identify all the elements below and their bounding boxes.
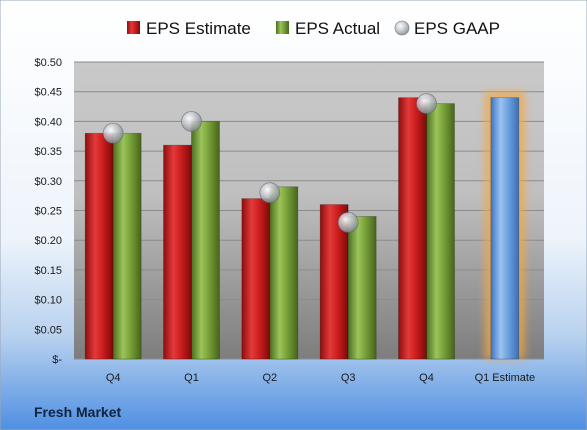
eps-gaap-marker [337,211,359,233]
eps-gaap-marker [259,182,281,204]
eps-estimate-bar [163,144,192,360]
eps-actual-bar [426,103,455,360]
legend-swatch [276,21,289,34]
y-tick-label: $0.15 [34,265,62,277]
eps-forecast-bar [490,97,520,360]
y-tick-label: $0.40 [34,116,62,128]
x-tick-label: Q3 [341,372,356,384]
eps-actual-bar [112,132,142,360]
y-tick-label: $0.50 [34,57,62,69]
legend-label: EPS GAAP [414,19,500,38]
y-tick-label: $0.05 [34,324,62,336]
eps-actual-bar [347,216,377,360]
legend-swatch [394,20,410,36]
x-tick-label: Q4 [419,372,434,384]
x-tick-label: Q1 [184,372,199,384]
eps-actual-bar [191,121,220,360]
eps-actual-bar [269,186,299,360]
eps-gaap-marker [181,111,202,132]
company-name: Fresh Market [34,404,121,420]
x-tick-label: Q4 [106,372,121,384]
legend-swatch [127,21,140,34]
y-tick-label: $- [52,354,62,366]
eps-gaap-marker [102,122,124,144]
y-tick-label: $0.10 [34,295,62,307]
y-tick-label: $0.20 [34,235,62,247]
y-tick-label: $0.45 [34,87,62,99]
y-tick-label: $0.25 [34,206,62,218]
legend-label: EPS Actual [295,19,380,38]
x-tick-label: Q1 Estimate [475,372,536,384]
eps-estimate-bar [84,132,114,360]
eps-estimate-bar [398,97,427,360]
eps-gaap-marker [416,93,437,114]
y-tick-label: $0.35 [34,146,62,158]
legend-label: EPS Estimate [146,19,251,38]
x-tick-label: Q2 [262,372,277,384]
eps-estimate-bar [241,198,271,360]
y-tick-label: $0.30 [34,176,62,188]
